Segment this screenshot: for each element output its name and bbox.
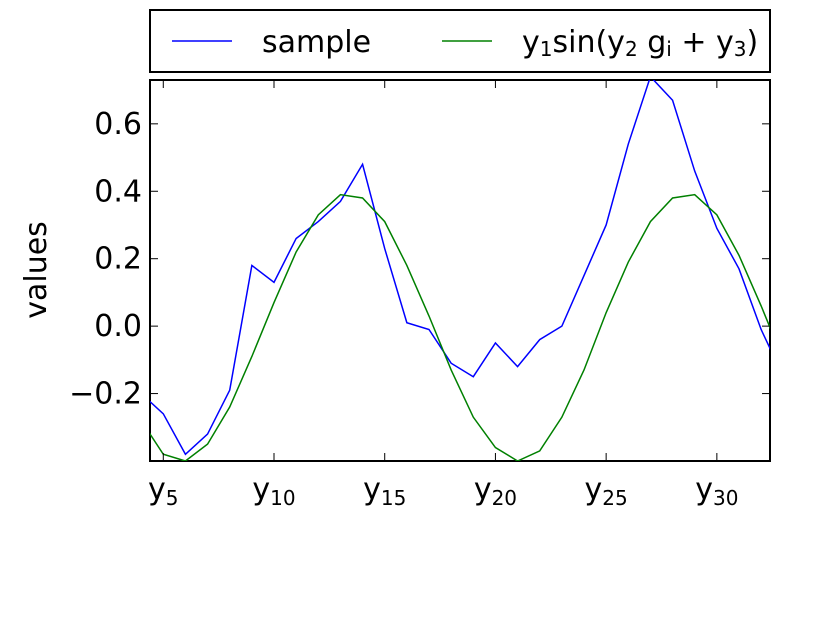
legend-label-sample: sample	[262, 25, 371, 60]
y-axis: −0.2 0.0 0.2 0.4 0.6	[69, 107, 770, 412]
y-tick-label: −0.2	[69, 377, 142, 412]
y-tick-label: 0.6	[94, 107, 142, 142]
series-line-1	[150, 193, 770, 461]
x-tick-label: y20	[474, 472, 517, 510]
legend: sample y1sin(y2 gi + y3)	[149, 9, 771, 73]
series-layer	[150, 80, 770, 461]
y-tick-label: 0.2	[94, 242, 142, 277]
series-line-0	[150, 80, 770, 456]
x-tick-label: y15	[363, 472, 406, 510]
x-tick-label: y25	[585, 472, 628, 510]
x-tick-label: y10	[252, 472, 295, 510]
x-axis: y5 y10 y15 y20 y25 y30	[148, 80, 738, 510]
x-tick-label: y30	[695, 472, 738, 510]
y-axis-title: values	[19, 221, 54, 319]
legend-label-fit: y1sin(y2 gi + y3)	[522, 25, 758, 61]
plot-frame	[149, 79, 771, 462]
y-tick-label: 0.0	[94, 309, 142, 344]
y-tick-label: 0.4	[94, 174, 142, 209]
x-tick-label: y5	[148, 472, 179, 510]
